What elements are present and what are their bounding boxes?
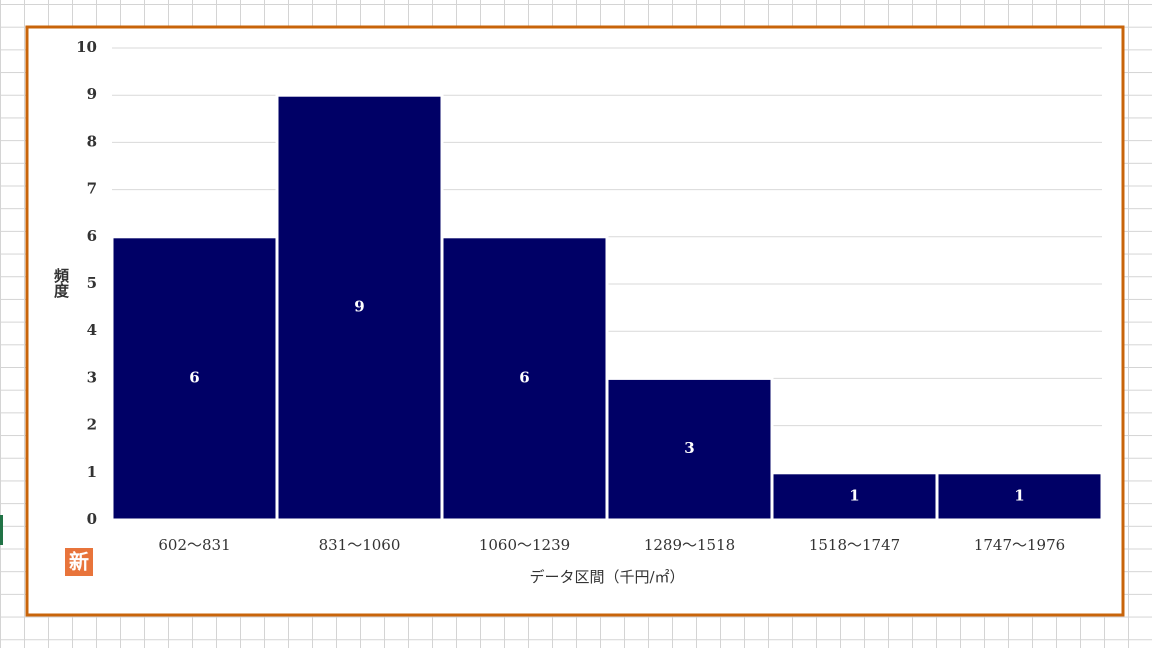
y-tick-label: 0	[87, 510, 97, 528]
bar	[440, 235, 609, 522]
y-tick-label: 6	[87, 227, 97, 245]
x-tick-label: 831～1060	[319, 536, 401, 554]
bar	[605, 376, 774, 522]
data-label: 1	[849, 486, 859, 504]
y-tick-label: 5	[87, 274, 97, 292]
excel-row-marker	[0, 515, 3, 545]
y-tick-label: 7	[87, 180, 97, 198]
x-tick-label: 1747～1976	[974, 536, 1065, 554]
bar	[770, 471, 939, 522]
x-tick-label: 1289～1518	[644, 536, 735, 554]
y-tick-label: 1	[87, 463, 97, 481]
bar	[110, 235, 279, 522]
bar	[275, 93, 444, 522]
data-label: 9	[354, 298, 364, 316]
y-tick-label: 3	[87, 368, 97, 386]
y-tick-label: 2	[87, 416, 97, 434]
data-label: 6	[189, 368, 199, 386]
new-badge: 新	[69, 550, 89, 574]
x-tick-label: 1060～1239	[479, 536, 570, 554]
x-tick-label: 1518～1747	[809, 536, 900, 554]
new-badge-bg	[65, 548, 93, 576]
x-tick-label: 602～831	[158, 536, 230, 554]
data-label: 6	[519, 368, 529, 386]
x-axis-title: データ区間（千円/㎡）	[529, 568, 684, 586]
y-tick-label: 8	[87, 132, 97, 150]
y-tick-label: 10	[76, 38, 97, 56]
y-axis-title: 頻度	[52, 267, 70, 299]
bar	[935, 471, 1104, 522]
y-tick-label: 9	[87, 85, 97, 103]
data-label: 1	[1014, 486, 1024, 504]
y-tick-label: 4	[87, 321, 97, 339]
data-label: 3	[684, 439, 694, 457]
